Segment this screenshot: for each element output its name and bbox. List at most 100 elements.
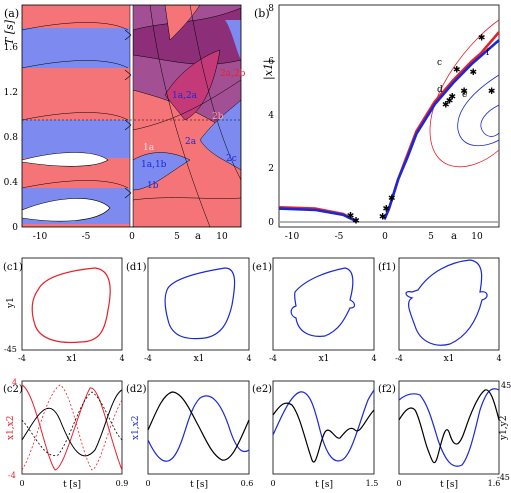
panel-f2-ybottom-right: -45 bbox=[497, 473, 510, 482]
panel-d2-xleft: 0 bbox=[145, 479, 150, 488]
series-e2-black bbox=[272, 402, 375, 463]
bifurcation-marker: ✱ bbox=[449, 92, 457, 102]
panel-b-xtick: 5 bbox=[428, 232, 434, 242]
panel-c2-label: (c2) bbox=[3, 384, 23, 395]
panel-c1-xright: 4 bbox=[119, 354, 124, 363]
strip-marks bbox=[124, 29, 132, 199]
series-c2-red-dotted bbox=[21, 384, 123, 471]
bifurcation-strip bbox=[129, 5, 134, 227]
panel-c1-label: (c1) bbox=[3, 262, 23, 273]
bifurcation-marker: ✱ bbox=[347, 211, 355, 221]
panel-a-xtick: 10 bbox=[216, 232, 228, 242]
branch-curve-blue bbox=[278, 207, 358, 224]
panel-b-xtick: -5 bbox=[335, 232, 344, 242]
panel-d1: (d1) -4 x1 4 bbox=[126, 257, 252, 364]
thin-loop-red bbox=[429, 19, 500, 168]
panel-b: (b) |x1| 0 2 4 6 8 -10 -5 0 5 10 a ✱✱ ✱✱✱… bbox=[254, 4, 500, 242]
panel-c2-ybottom: -4 bbox=[8, 471, 16, 480]
panel-d2-xright: 0.6 bbox=[241, 479, 254, 488]
panel-c1: (c1) 45 y1 -45 -4 x1 4 bbox=[3, 257, 125, 364]
region-curve bbox=[132, 79, 241, 131]
bifurcation-marker: ✱ bbox=[446, 96, 454, 106]
panel-b-label: (b) bbox=[254, 7, 270, 20]
panel-e1-frame bbox=[272, 257, 375, 351]
region-label: 2a bbox=[185, 137, 197, 147]
region-curve bbox=[189, 5, 241, 181]
panel-d1-xleft: -4 bbox=[144, 354, 152, 363]
panel-f2-frame bbox=[398, 380, 500, 475]
panel-b-ytick: 8 bbox=[268, 4, 274, 14]
region-label: 2b bbox=[212, 112, 224, 122]
series-c2-red-solid bbox=[21, 384, 123, 471]
region-curve bbox=[132, 197, 241, 201]
region-label: 1a,2a bbox=[172, 91, 198, 101]
panel-a-xtick: -10 bbox=[33, 232, 48, 242]
region-magenta bbox=[164, 49, 221, 121]
panel-f2: (f2) 0 t [s] 1.6 45 y1,y2 -45 bbox=[378, 380, 511, 490]
panel-e1-label: (e1) bbox=[252, 262, 272, 273]
panel-c2-xleft: 0 bbox=[19, 479, 24, 488]
panel-a-ylabel: T [s] bbox=[3, 19, 16, 45]
panel-e1-xright: 4 bbox=[371, 354, 376, 363]
panel-f2-ytop-right: 45 bbox=[501, 381, 511, 390]
panel-e2-frame bbox=[272, 380, 375, 475]
panel-f1-xleft: -4 bbox=[395, 354, 403, 363]
panel-b-frame bbox=[278, 4, 500, 228]
panel-f2-ylabel-right: y1,y2 bbox=[499, 416, 509, 441]
panel-e2-xright: 1.5 bbox=[366, 479, 379, 488]
series-d2-blue bbox=[147, 395, 250, 462]
row-time-series: (c2) 4 x1,x2 -4 0 t [s] 0.9 (d2) x1,x2 0… bbox=[3, 378, 511, 490]
panel-f1: (f1) -4 x1 4 bbox=[378, 257, 502, 364]
panel-d2-xlabel: t [s] bbox=[190, 480, 208, 490]
bifurcation-marker: ✱ bbox=[379, 213, 387, 223]
bifurcation-marker: ✱ bbox=[470, 68, 478, 78]
panel-d1-xlabel: x1 bbox=[194, 354, 205, 364]
panel-f1-xright: 4 bbox=[496, 354, 501, 363]
region-curve bbox=[149, 5, 211, 227]
panel-d2: (d2) x1,x2 0 t [s] 0.6 bbox=[126, 380, 254, 490]
panel-e2-xlabel: t [s] bbox=[315, 480, 333, 490]
panel-a-ytick: 1.2 bbox=[4, 88, 18, 98]
bifurcation-marker: ✱ bbox=[460, 87, 468, 97]
panel-e2-xleft: 0 bbox=[270, 479, 275, 488]
region-blue-band bbox=[22, 28, 130, 68]
series-d2-black bbox=[147, 391, 250, 461]
region-label: 2a,2b bbox=[220, 69, 246, 79]
orbit-e1 bbox=[290, 267, 356, 337]
panel-c1-frame bbox=[21, 257, 123, 351]
panel-a-ytick: 0 bbox=[12, 223, 18, 233]
orbit-f1 bbox=[405, 259, 488, 346]
panel-a-ytick: 0.8 bbox=[4, 133, 19, 143]
bifurcation-marker: ✱ bbox=[352, 217, 360, 227]
panel-a-ytick: 1.6 bbox=[4, 43, 19, 53]
panel-b-ylabel: |x1| bbox=[262, 59, 276, 80]
panel-d1-frame bbox=[147, 257, 250, 351]
panel-e1-xleft: -4 bbox=[269, 354, 277, 363]
point-label: d bbox=[437, 85, 443, 95]
point-label: e bbox=[462, 90, 467, 100]
region-label: 1a,1b bbox=[141, 160, 167, 170]
bifurcation-marker: ✱ bbox=[453, 66, 461, 76]
region-curve bbox=[22, 180, 129, 189]
region-curve bbox=[22, 112, 129, 121]
panel-a: (a) T [s] 0 0.4 0.8 1.2 1.6 -10 -5 0 5 1… bbox=[3, 4, 246, 242]
bifurcation-marker: ✱ bbox=[488, 87, 496, 97]
point-label: c bbox=[437, 58, 442, 68]
series-f2-black bbox=[398, 389, 500, 464]
region-light-blue bbox=[132, 152, 191, 191]
panel-c2: (c2) 4 x1,x2 -4 0 t [s] 0.9 bbox=[3, 378, 128, 490]
panel-c2-ytop: 4 bbox=[12, 378, 17, 387]
panel-e2: (e2) 0 t [s] 1.5 bbox=[252, 380, 379, 490]
panel-c1-xleft: -4 bbox=[18, 354, 26, 363]
region-label: 2c bbox=[226, 154, 237, 164]
thin-loop-blue bbox=[480, 104, 500, 137]
panel-b-ytick: 2 bbox=[268, 164, 274, 174]
panel-f1-label: (f1) bbox=[378, 262, 396, 273]
region-label: 1a bbox=[143, 143, 155, 153]
series-f2-blue bbox=[398, 388, 500, 467]
panel-b-ytick: 4 bbox=[268, 111, 274, 121]
panel-b-xtick: 0 bbox=[382, 232, 388, 242]
panel-c1-ybottom: -45 bbox=[4, 345, 17, 354]
panel-c1-xlabel: x1 bbox=[67, 354, 78, 364]
